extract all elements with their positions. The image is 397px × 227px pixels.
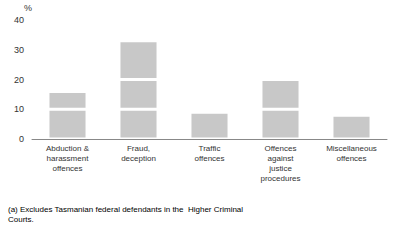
svg-text:Offences: Offences xyxy=(265,144,297,153)
svg-text:10: 10 xyxy=(14,104,24,114)
svg-text:against: against xyxy=(268,154,295,163)
svg-text:Fraud,: Fraud, xyxy=(127,144,150,153)
svg-text:0: 0 xyxy=(19,134,24,144)
svg-text:harassment: harassment xyxy=(47,154,90,163)
svg-text:30: 30 xyxy=(14,45,24,55)
svg-text:offences: offences xyxy=(194,154,224,163)
svg-text:40: 40 xyxy=(14,15,24,25)
svg-text:20: 20 xyxy=(14,75,24,85)
svg-text:justice: justice xyxy=(268,164,292,173)
svg-text:procedures: procedures xyxy=(260,174,300,183)
svg-text:%: % xyxy=(24,3,32,13)
svg-text:Abduction &: Abduction & xyxy=(46,144,90,153)
svg-text:(a) Excludes Tasmanian federal: (a) Excludes Tasmanian federal defendant… xyxy=(8,205,243,214)
svg-text:deception: deception xyxy=(121,154,156,163)
svg-text:offences: offences xyxy=(336,154,366,163)
svg-text:Traffic: Traffic xyxy=(199,144,221,153)
svg-text:offences: offences xyxy=(52,164,82,173)
svg-text:Courts.: Courts. xyxy=(8,215,34,224)
svg-text:Miscellaneous: Miscellaneous xyxy=(326,144,377,153)
